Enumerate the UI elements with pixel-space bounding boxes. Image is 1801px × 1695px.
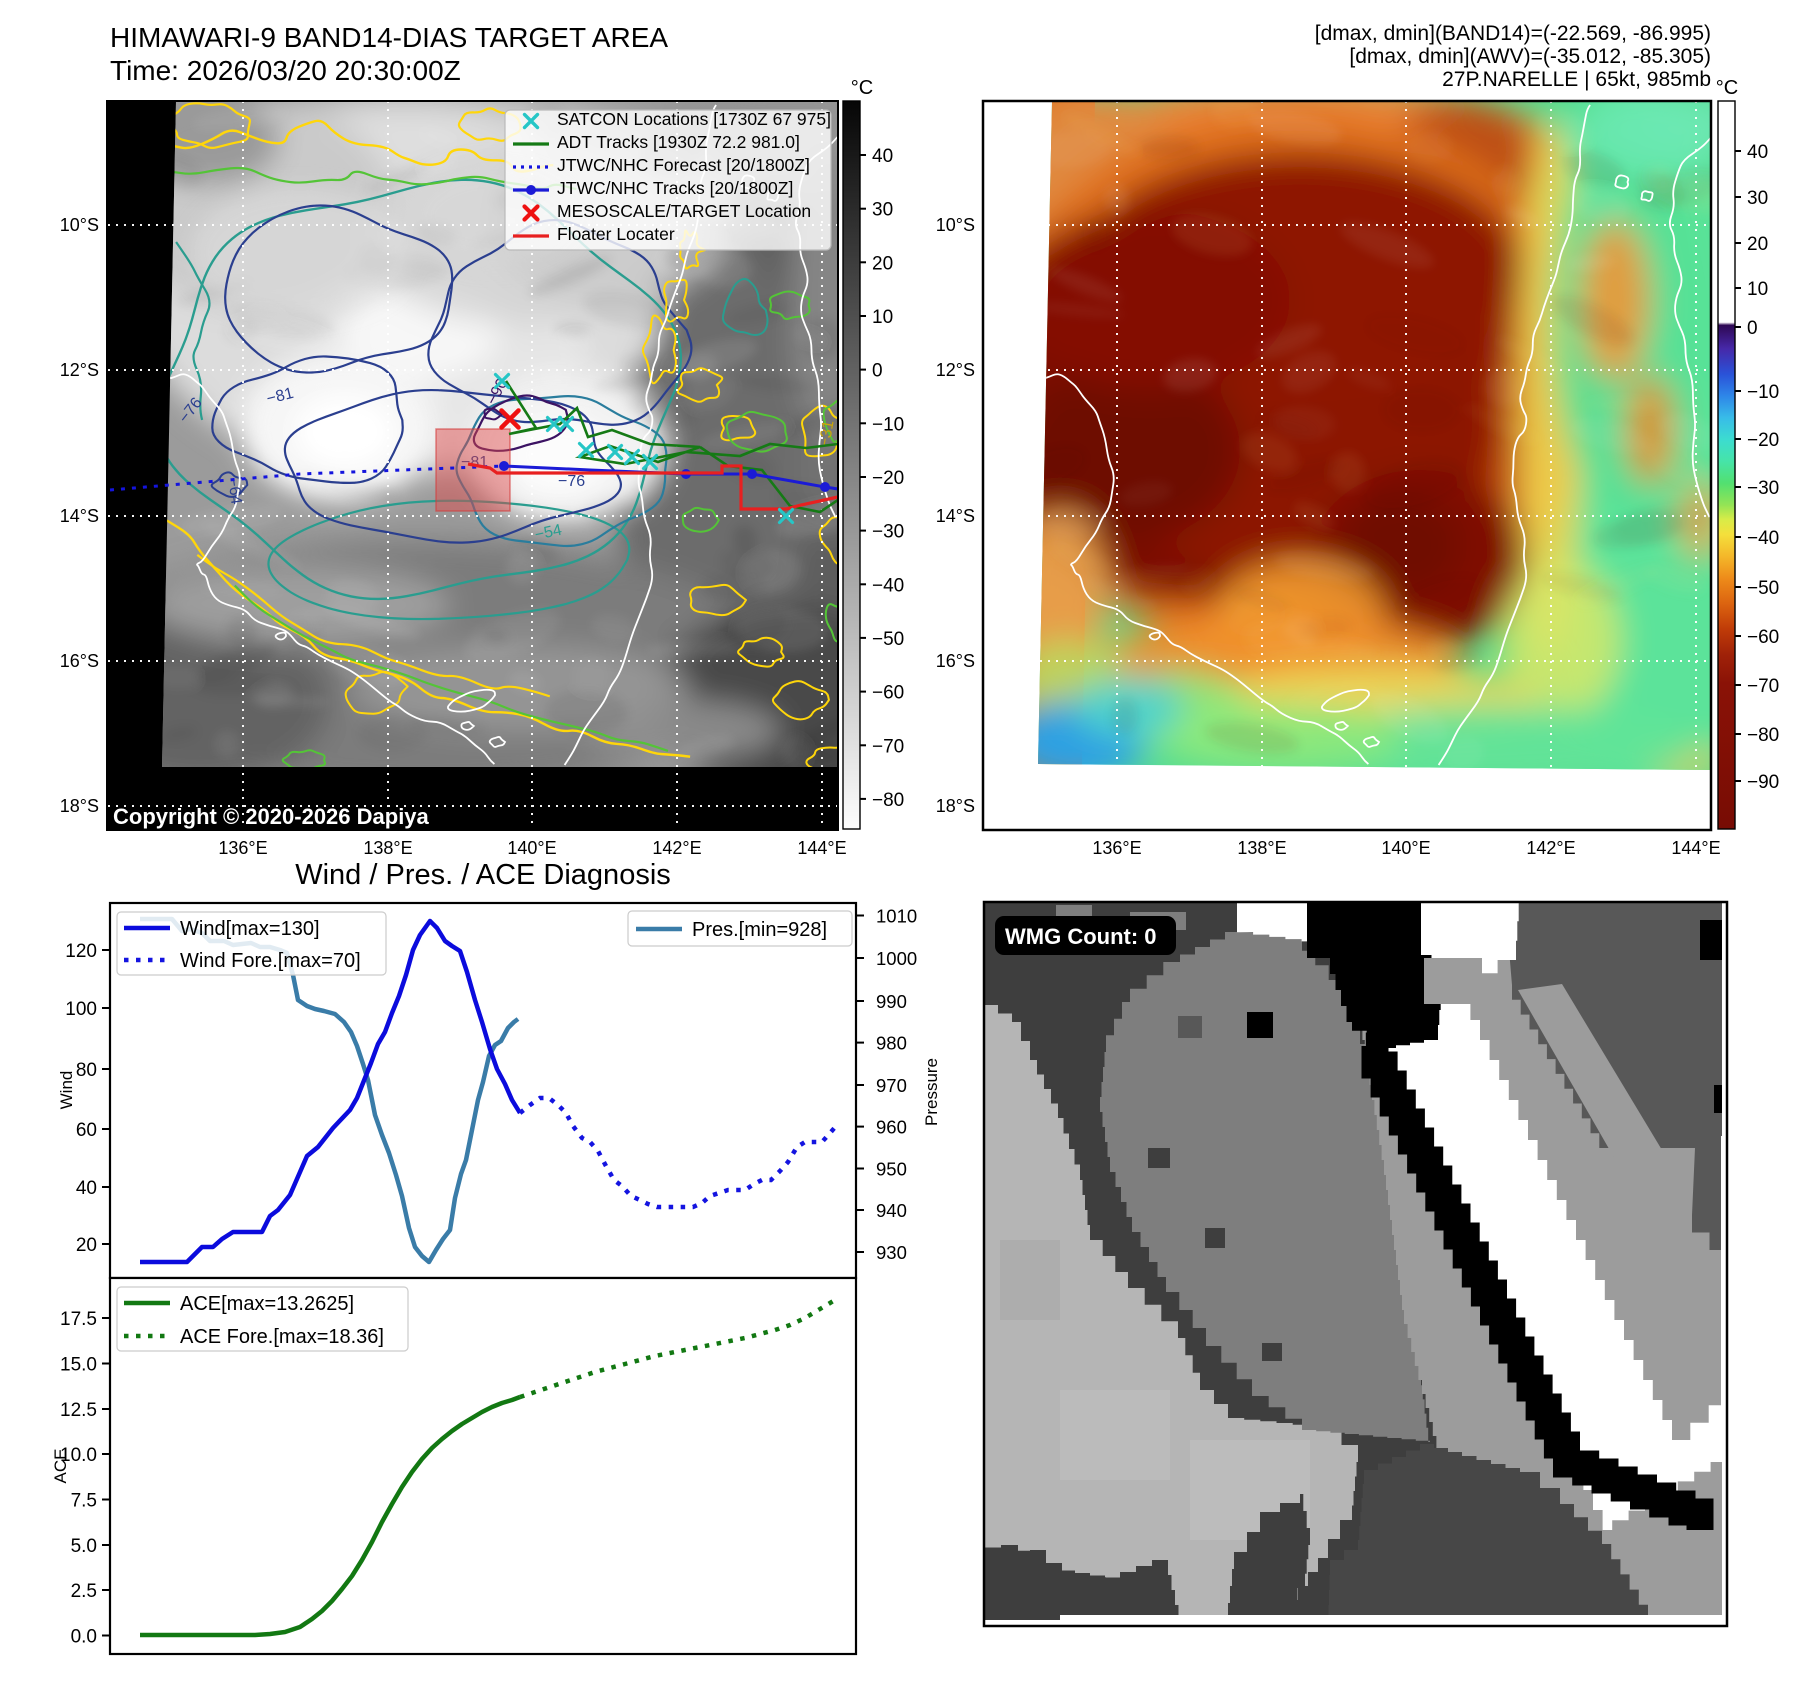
svg-text:HIMAWARI-9 BAND14-DIAS TARGET: HIMAWARI-9 BAND14-DIAS TARGET AREA — [110, 22, 668, 53]
svg-text:−40: −40 — [1747, 528, 1779, 549]
svg-text:136°E: 136°E — [218, 838, 267, 858]
svg-text:1010: 1010 — [876, 906, 917, 927]
svg-text:−10: −10 — [872, 414, 904, 435]
svg-text:WMG Count: 0: WMG Count: 0 — [1005, 924, 1157, 949]
svg-text:−76: −76 — [558, 473, 585, 490]
svg-text:ADT Tracks [1930Z 72.2 981.0]: ADT Tracks [1930Z 72.2 981.0] — [557, 132, 800, 152]
svg-text:27P.NARELLE | 65kt, 985mb: 27P.NARELLE | 65kt, 985mb — [1442, 68, 1711, 91]
svg-text:990: 990 — [876, 991, 907, 1012]
svg-text:JTWC/NHC Forecast [20/1800Z]: JTWC/NHC Forecast [20/1800Z] — [557, 155, 810, 175]
svg-text:[dmax, dmin](AWV)=(-35.012, -8: [dmax, dmin](AWV)=(-35.012, -85.305) — [1349, 45, 1711, 68]
svg-text:15.0: 15.0 — [60, 1355, 97, 1376]
svg-text:−30: −30 — [872, 522, 904, 543]
svg-text:−31: −31 — [816, 419, 837, 449]
svg-text:138°E: 138°E — [363, 838, 412, 858]
svg-text:−90: −90 — [1747, 772, 1779, 793]
svg-text:10°S: 10°S — [936, 215, 975, 235]
svg-text:ACE[max=13.2625]: ACE[max=13.2625] — [180, 1293, 354, 1315]
svg-text:0: 0 — [1747, 318, 1758, 339]
svg-text:140°E: 140°E — [1381, 838, 1430, 858]
svg-text:−60: −60 — [1747, 627, 1779, 648]
svg-text:10.0: 10.0 — [60, 1445, 97, 1466]
svg-text:°C: °C — [1716, 77, 1738, 99]
svg-text:16°S: 16°S — [60, 651, 99, 671]
svg-text:12.5: 12.5 — [60, 1400, 97, 1421]
svg-text:−40: −40 — [872, 575, 904, 596]
svg-text:−81: −81 — [265, 385, 296, 408]
svg-text:−20: −20 — [872, 468, 904, 489]
svg-text:Floater Locater: Floater Locater — [557, 224, 675, 244]
svg-text:0: 0 — [872, 361, 883, 382]
svg-text:930: 930 — [876, 1242, 907, 1263]
svg-text:16°S: 16°S — [936, 651, 975, 671]
svg-text:−64: −64 — [224, 476, 245, 505]
svg-text:10: 10 — [1747, 279, 1768, 300]
svg-text:Wind[max=130]: Wind[max=130] — [180, 918, 320, 940]
svg-text:Wind / Pres. / ACE Diagnosis: Wind / Pres. / ACE Diagnosis — [295, 859, 671, 891]
svg-text:−10: −10 — [1747, 382, 1779, 403]
svg-text:18°S: 18°S — [60, 796, 99, 816]
svg-text:10°S: 10°S — [60, 215, 99, 235]
svg-text:970: 970 — [876, 1075, 907, 1096]
svg-text:Pres.[min=928]: Pres.[min=928] — [692, 919, 827, 941]
svg-text:20: 20 — [76, 1235, 97, 1256]
svg-text:142°E: 142°E — [652, 838, 701, 858]
svg-text:MESOSCALE/TARGET Location: MESOSCALE/TARGET Location — [557, 201, 811, 221]
svg-text:Pressure: Pressure — [922, 1058, 941, 1126]
svg-text:Wind Fore.[max=70]: Wind Fore.[max=70] — [180, 950, 361, 972]
svg-text:−70: −70 — [872, 736, 904, 757]
svg-text:138°E: 138°E — [1237, 838, 1286, 858]
svg-text:−50: −50 — [1747, 578, 1779, 599]
svg-text:2.5: 2.5 — [71, 1581, 97, 1602]
svg-text:ACE Fore.[max=18.36]: ACE Fore.[max=18.36] — [180, 1326, 384, 1348]
svg-text:100: 100 — [65, 999, 97, 1020]
svg-text:−30: −30 — [1747, 478, 1779, 499]
svg-text:Wind: Wind — [57, 1071, 76, 1110]
svg-text:1000: 1000 — [876, 948, 917, 969]
svg-text:−20: −20 — [1747, 430, 1779, 451]
svg-text:144°E: 144°E — [1671, 838, 1720, 858]
svg-text:142°E: 142°E — [1526, 838, 1575, 858]
svg-text:SATCON Locations [1730Z 67 975: SATCON Locations [1730Z 67 975] — [557, 109, 831, 129]
svg-text:−80: −80 — [872, 790, 904, 811]
svg-text:ACE: ACE — [51, 1449, 70, 1484]
svg-text:−70: −70 — [1747, 676, 1779, 697]
svg-text:80: 80 — [76, 1060, 97, 1081]
svg-text:20: 20 — [1747, 234, 1768, 255]
svg-text:18°S: 18°S — [936, 796, 975, 816]
svg-text:[dmax, dmin](BAND14)=(-22.569,: [dmax, dmin](BAND14)=(-22.569, -86.995) — [1315, 22, 1711, 45]
svg-text:950: 950 — [876, 1159, 907, 1180]
svg-text:960: 960 — [876, 1117, 907, 1138]
svg-text:°C: °C — [851, 77, 873, 99]
svg-text:−50: −50 — [872, 629, 904, 650]
svg-text:17.5: 17.5 — [60, 1309, 97, 1330]
svg-text:14°S: 14°S — [936, 506, 975, 526]
svg-text:10: 10 — [872, 307, 893, 328]
svg-text:30: 30 — [872, 200, 893, 221]
svg-text:20: 20 — [872, 253, 893, 274]
svg-text:140°E: 140°E — [507, 838, 556, 858]
svg-text:12°S: 12°S — [936, 360, 975, 380]
svg-text:0.0: 0.0 — [71, 1627, 97, 1648]
svg-text:Time: 2026/03/20 20:30:00Z: Time: 2026/03/20 20:30:00Z — [110, 55, 461, 86]
svg-text:−60: −60 — [872, 683, 904, 704]
svg-text:136°E: 136°E — [1092, 838, 1141, 858]
svg-text:Copyright © 2020-2026 Dapiya: Copyright © 2020-2026 Dapiya — [113, 804, 430, 829]
svg-text:12°S: 12°S — [60, 360, 99, 380]
svg-text:7.5: 7.5 — [71, 1491, 97, 1512]
svg-text:60: 60 — [76, 1120, 97, 1141]
svg-text:5.0: 5.0 — [71, 1536, 97, 1557]
svg-text:40: 40 — [76, 1178, 97, 1199]
svg-text:40: 40 — [872, 146, 893, 167]
svg-text:940: 940 — [876, 1200, 907, 1221]
svg-text:30: 30 — [1747, 188, 1768, 209]
svg-text:−54: −54 — [533, 522, 563, 544]
svg-text:14°S: 14°S — [60, 506, 99, 526]
svg-text:980: 980 — [876, 1033, 907, 1054]
svg-text:−80: −80 — [1747, 725, 1779, 746]
svg-text:JTWC/NHC Tracks [20/1800Z]: JTWC/NHC Tracks [20/1800Z] — [557, 178, 793, 198]
svg-text:144°E: 144°E — [797, 838, 846, 858]
svg-text:40: 40 — [1747, 142, 1768, 163]
svg-text:120: 120 — [65, 941, 97, 962]
